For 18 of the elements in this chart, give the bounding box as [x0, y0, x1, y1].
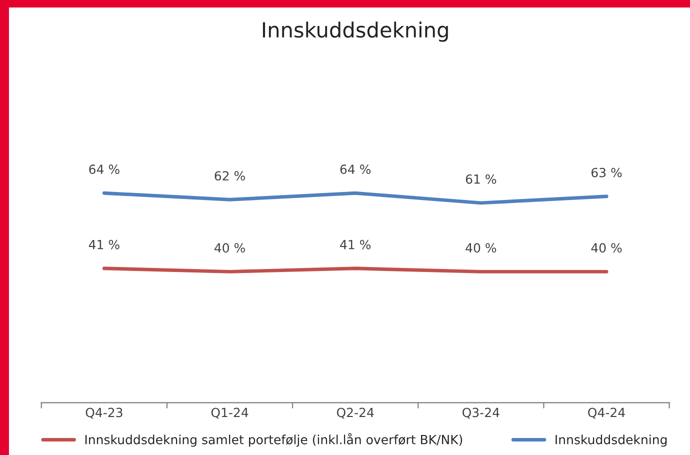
data-label: 63 %: [592, 168, 622, 178]
x-tick-label: Q2-24: [336, 408, 374, 419]
data-label: 40 %: [591, 243, 622, 253]
legend-label: Innskuddsdekning: [556, 434, 667, 447]
data-label: 64 %: [89, 164, 120, 174]
chart-title: Innskuddsdekning: [262, 22, 448, 42]
data-label: 64 %: [340, 164, 371, 174]
data-label: 41 %: [88, 240, 120, 250]
legend-label: Innskuddsdekning samlet portefølje (inkl.lån overført BK/NK): [85, 433, 462, 447]
x-tick-label: Q4-23: [86, 408, 122, 419]
x-tick-label: Q3-24: [462, 408, 500, 419]
data-label: 40 %: [214, 243, 245, 253]
data-label: 41 %: [340, 240, 371, 250]
data-label: 61 %: [466, 174, 496, 184]
data-label: 62 %: [214, 171, 245, 181]
data-label: 40 %: [466, 243, 496, 253]
x-tick-label: Q1-24: [211, 408, 248, 419]
x-tick-label: Q4-24: [588, 408, 625, 419]
